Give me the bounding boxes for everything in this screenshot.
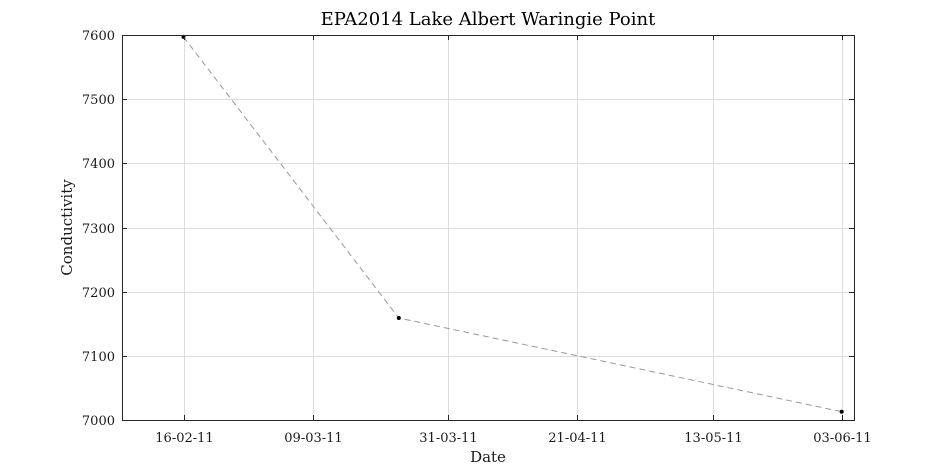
ticks — [122, 35, 854, 421]
series-layer — [181, 34, 844, 414]
x-tick-label: 21-04-11 — [548, 431, 606, 446]
x-tick-label: 16-02-11 — [155, 431, 213, 446]
y-tick-label: 7300 — [82, 222, 115, 237]
data-point — [396, 316, 401, 320]
y-tick-label: 7500 — [82, 93, 115, 108]
y-axis-label: Conductivity — [58, 179, 76, 276]
y-tick-label: 7200 — [82, 286, 115, 301]
chart-title: EPA2014 Lake Albert Waringie Point — [321, 9, 656, 30]
series-line — [183, 36, 842, 413]
x-axis-label: Date — [470, 448, 506, 466]
grid — [122, 35, 854, 421]
data-point — [839, 409, 844, 414]
y-tick-label: 7600 — [82, 29, 115, 44]
x-tick-label: 31-03-11 — [419, 431, 477, 446]
x-tick-label: 09-03-11 — [284, 431, 342, 446]
y-tick-label: 7400 — [82, 157, 115, 172]
y-tick-label: 7100 — [82, 350, 115, 365]
y-tick-label: 7000 — [82, 414, 115, 429]
x-tick-label: 03-06-11 — [813, 431, 871, 446]
tick-labels: 7000 7100 7200 7300 7400 7500 7600 16-02-11 09-0… — [82, 29, 872, 446]
x-tick-label: 13-05-11 — [684, 431, 742, 446]
